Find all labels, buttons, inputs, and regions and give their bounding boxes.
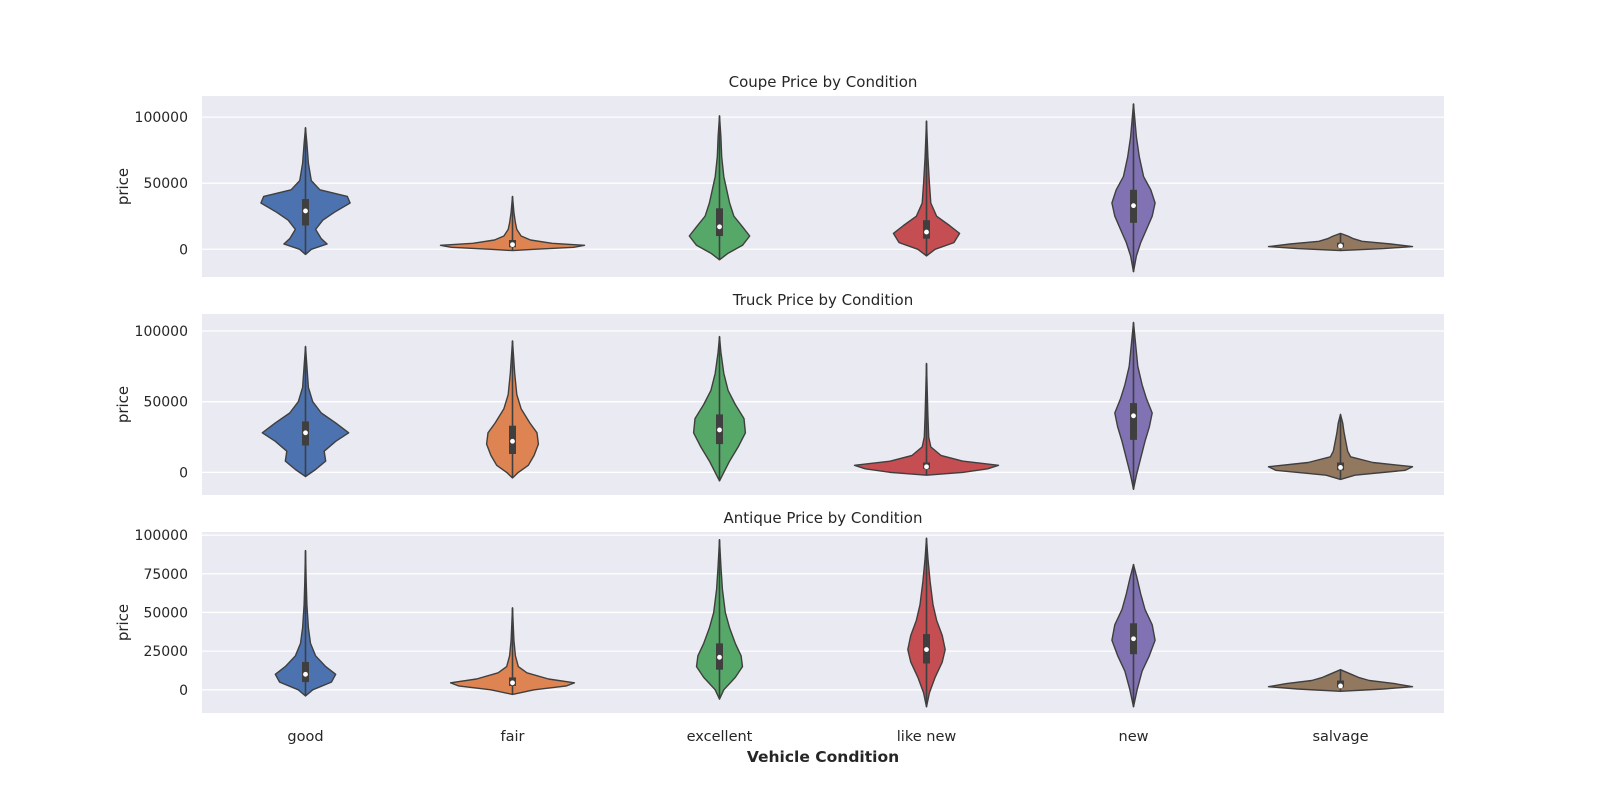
violin-median-point	[717, 654, 722, 660]
plot-background	[202, 96, 1444, 277]
violin-median-point	[924, 464, 929, 470]
subplot-2: 0 50000 100000 Truck Price by Condition pric…	[114, 291, 1444, 495]
violin-median-point	[510, 680, 515, 686]
subplot-1: 0 50000 100000 Coupe Price by Condition pric…	[114, 73, 1444, 277]
violin-median-point	[510, 438, 515, 444]
x-tick-label: new	[1119, 729, 1149, 745]
violin-median-point	[303, 671, 308, 677]
y-tick-label: 25000	[143, 644, 188, 660]
subplot-title: Antique Price by Condition	[724, 509, 923, 527]
violin-median-point	[1131, 636, 1136, 642]
violin-median-point	[303, 430, 308, 436]
violin-iqr-box	[716, 208, 723, 237]
y-tick-label: 75000	[143, 567, 188, 583]
y-tick-label: 0	[179, 465, 188, 481]
y-tick-label: 0	[179, 683, 188, 699]
violin-median-point	[510, 242, 515, 248]
violin-median-point	[1338, 465, 1343, 470]
violin-median-point	[1131, 413, 1136, 419]
x-axis-label: Vehicle Condition	[747, 748, 899, 766]
violin-iqr-box	[923, 220, 930, 239]
y-tick-label: 100000	[135, 324, 188, 340]
x-tick-label: like new	[897, 729, 957, 745]
y-tick-label: 50000	[143, 605, 188, 621]
violin-iqr-box	[1130, 403, 1137, 440]
violin-median-point	[303, 208, 308, 214]
y-tick-label: 100000	[135, 110, 188, 126]
plot-background	[202, 314, 1444, 495]
y-axis-label: price	[114, 168, 132, 205]
y-axis-label: price	[114, 386, 132, 423]
x-tick-label: excellent	[687, 729, 753, 745]
x-tick-label: salvage	[1312, 729, 1368, 745]
x-tick-label: good	[287, 729, 323, 745]
violin-median-point	[717, 224, 722, 230]
y-tick-label: 50000	[143, 395, 188, 411]
subplot-3: 0 25000 50000 75000 100000 Antique Price by C…	[114, 509, 1444, 745]
y-tick-label: 0	[179, 242, 188, 258]
subplot-title: Truck Price by Condition	[732, 291, 913, 309]
violin-median-point	[924, 229, 929, 235]
x-tick-label: fair	[501, 729, 525, 745]
violin-median-point	[717, 427, 722, 433]
violin-median-point	[1131, 203, 1136, 209]
violin-median-point	[1338, 243, 1343, 249]
y-tick-label: 50000	[143, 176, 188, 192]
violin-median-point	[1338, 683, 1343, 689]
y-axis-label: price	[114, 604, 132, 641]
violin-median-point	[924, 647, 929, 652]
subplot-title: Coupe Price by Condition	[729, 73, 918, 91]
y-tick-label: 100000	[135, 528, 188, 544]
plot-background	[202, 532, 1444, 713]
